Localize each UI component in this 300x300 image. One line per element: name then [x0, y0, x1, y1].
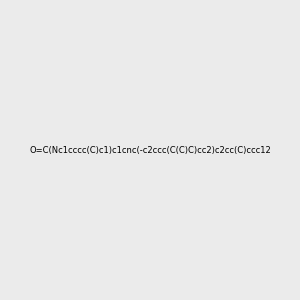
Text: O=C(Nc1cccc(C)c1)c1cnc(-c2ccc(C(C)C)cc2)c2cc(C)ccc12: O=C(Nc1cccc(C)c1)c1cnc(-c2ccc(C(C)C)cc2)… [29, 146, 271, 154]
